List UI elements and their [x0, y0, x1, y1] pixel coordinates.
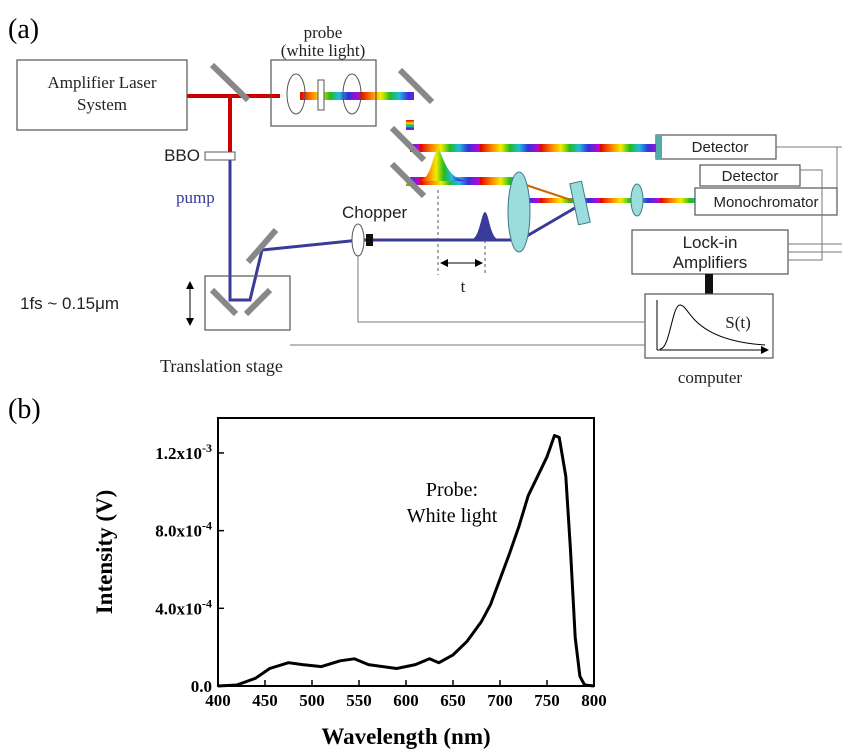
x-axis-title: Wavelength (nm)	[321, 724, 490, 749]
mirror	[389, 125, 427, 163]
x-tick-label: 500	[299, 691, 325, 710]
probe-label: probe	[304, 23, 343, 42]
tick-mantissa: 8.0x10	[155, 522, 202, 541]
x-tick-label: 700	[487, 691, 513, 710]
lockin-label: Amplifiers	[673, 253, 748, 272]
x-tick-label: 800	[581, 691, 607, 710]
probe-box	[270, 59, 377, 127]
probe-pulse	[418, 150, 470, 181]
crystal	[317, 79, 325, 111]
lens	[342, 73, 362, 115]
x-tick-label: 400	[205, 691, 231, 710]
translation-stage	[204, 275, 291, 331]
tick-mantissa: 4.0x10	[155, 599, 202, 618]
tick-exponent: -4	[202, 596, 212, 610]
probe-beam	[406, 96, 414, 186]
pump-beam	[228, 160, 520, 302]
signal-curve	[659, 304, 766, 350]
annotation: Probe:	[426, 479, 478, 501]
detector-label: Detector	[692, 139, 749, 156]
plot-frame	[217, 417, 595, 687]
delay-scale: 1fs ~ 0.15μm	[20, 294, 119, 313]
panel-label: (a)	[8, 14, 39, 45]
x-tick-label: 450	[252, 691, 278, 710]
bbo-crystal	[204, 151, 236, 161]
y-tick-label: 8.0x10-4	[155, 519, 212, 541]
detector-label: Detector	[722, 168, 779, 185]
sample	[569, 180, 591, 226]
pump-label: pump	[176, 188, 215, 207]
x-tick-label: 550	[346, 691, 372, 710]
connector	[705, 274, 713, 294]
cable	[290, 146, 842, 346]
probe-beam	[519, 182, 581, 204]
setup-diagram: (a) Amplifier Laser System probe (white	[8, 14, 842, 387]
mirror	[397, 67, 435, 105]
monochromator-label: Monochromator	[713, 194, 818, 211]
x-tick-label: 600	[393, 691, 419, 710]
computer-label: computer	[678, 368, 743, 387]
annotation: White light	[407, 505, 498, 527]
mirror	[245, 228, 279, 264]
computer-box	[644, 293, 774, 359]
lens	[630, 183, 644, 217]
y-tick-label: 0.0	[191, 677, 212, 696]
mirror	[243, 287, 273, 317]
delay-label: t	[461, 277, 466, 296]
tick-mantissa: 1.2x10	[155, 444, 202, 463]
mirror	[209, 287, 239, 317]
probe-beam	[410, 144, 660, 152]
tick-exponent: -4	[202, 519, 212, 533]
probe-label: (white light)	[281, 41, 366, 60]
stage-label: Translation stage	[160, 356, 283, 376]
amplifier-box	[16, 59, 188, 131]
panel-label: (b)	[8, 394, 41, 425]
y-axis-title: Intensity (V)	[92, 490, 117, 615]
y-tick-label: 4.0x10-4	[155, 596, 212, 618]
mirror	[209, 62, 251, 103]
pump-beam	[519, 203, 581, 242]
lockin-box	[631, 229, 789, 275]
probe-beam	[300, 92, 414, 100]
signal-label: S(t)	[725, 313, 751, 332]
x-tick-label: 650	[440, 691, 466, 710]
detector-box	[699, 164, 801, 187]
x-tick-label: 750	[534, 691, 560, 710]
spectrum-line	[217, 434, 595, 688]
spectrum-chart: (b) Wavelength (nm) Intensity (V) Probe:…	[8, 394, 607, 749]
mirror	[389, 161, 427, 199]
detector-box	[655, 134, 777, 160]
detector-window	[656, 135, 662, 159]
y-tick-label: 1.2x10-3	[155, 441, 212, 463]
chopper-label: Chopper	[342, 203, 408, 222]
probe-beam	[520, 198, 695, 203]
chopper	[351, 223, 365, 257]
monochromator-box	[694, 187, 838, 216]
amplifier-label: Amplifier Laser	[47, 73, 156, 92]
chopper-motor	[366, 234, 373, 246]
pump-pulse	[470, 212, 500, 240]
amplifier-label: System	[77, 95, 127, 114]
tick-exponent: -3	[202, 441, 212, 455]
lens	[507, 171, 531, 253]
lockin-label: Lock-in	[683, 233, 738, 252]
lens	[286, 73, 306, 115]
bbo-label: BBO	[164, 146, 200, 165]
signal-axes	[656, 300, 768, 350]
